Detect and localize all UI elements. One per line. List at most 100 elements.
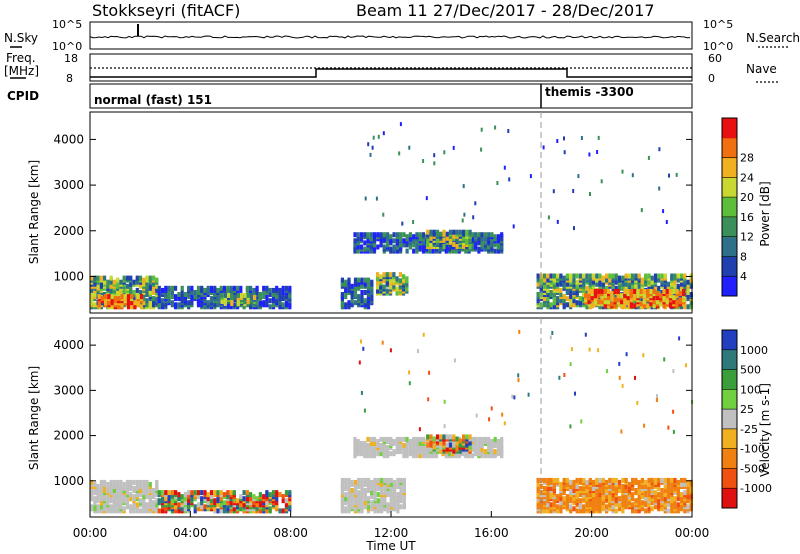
data-cell xyxy=(653,490,658,496)
power-panel xyxy=(89,111,693,314)
data-cell xyxy=(93,292,97,297)
data-cell xyxy=(562,294,566,300)
data-cell xyxy=(559,273,563,279)
data-cell xyxy=(278,300,282,306)
data-cell xyxy=(634,300,638,306)
data-cell xyxy=(605,479,609,485)
nsearch-label: N.Search xyxy=(746,31,800,45)
data-cell xyxy=(344,496,348,502)
data-cell xyxy=(448,442,453,448)
colorbar-swatch xyxy=(722,409,737,430)
data-cell xyxy=(174,294,178,300)
data-cell xyxy=(429,440,433,446)
data-cell xyxy=(109,275,113,281)
data-cell xyxy=(180,494,184,500)
data-cell xyxy=(614,502,618,508)
data-cell xyxy=(631,477,635,483)
data-cell xyxy=(209,494,214,500)
velocity-colorbar: 1000 500 100 25 -25 -100 -500 -1000 xyxy=(721,329,772,509)
data-cell xyxy=(608,277,612,283)
data-cell xyxy=(222,285,227,291)
data-cell xyxy=(142,486,146,491)
data-cell xyxy=(569,300,573,306)
data-cell xyxy=(132,486,136,491)
data-cell xyxy=(587,289,591,294)
data-cell xyxy=(591,508,596,514)
data-cell xyxy=(569,504,573,510)
colorbar-tick-label: 24 xyxy=(740,171,754,184)
data-cell xyxy=(597,299,601,305)
data-cell xyxy=(130,294,134,300)
data-cell xyxy=(660,496,664,502)
data-cell xyxy=(562,281,566,287)
data-cell xyxy=(585,285,589,291)
data-cell xyxy=(625,352,628,357)
data-cell xyxy=(629,297,633,303)
data-cell xyxy=(608,490,612,496)
data-cell xyxy=(253,295,257,300)
data-cell xyxy=(123,294,127,300)
colorbar-tick-label: -100 xyxy=(740,443,765,456)
data-cell xyxy=(546,273,550,279)
data-cell xyxy=(600,179,603,184)
data-cell xyxy=(455,440,459,446)
data-cell xyxy=(174,504,178,510)
data-cell xyxy=(546,486,550,491)
data-cell xyxy=(132,504,136,510)
data-cell xyxy=(284,490,289,496)
data-cell xyxy=(686,494,690,500)
data-cell xyxy=(666,477,671,483)
data-cell xyxy=(565,481,569,487)
data-cell xyxy=(585,304,589,310)
data-cell xyxy=(275,496,279,502)
data-cell xyxy=(556,508,560,514)
data-cell xyxy=(620,293,624,299)
data-cell xyxy=(649,289,653,294)
data-cell xyxy=(281,494,285,500)
data-cell xyxy=(138,479,143,485)
data-cell xyxy=(376,276,380,282)
data-cell xyxy=(512,224,515,229)
data-cell xyxy=(597,348,600,353)
data-cell xyxy=(474,232,478,238)
data-cell xyxy=(445,442,449,448)
data-cell xyxy=(595,281,599,287)
data-cell xyxy=(142,296,146,302)
data-cell xyxy=(517,373,520,378)
data-cell xyxy=(408,240,412,246)
data-cell xyxy=(372,453,377,459)
data-cell xyxy=(379,232,383,238)
data-cell xyxy=(129,492,133,498)
data-cell xyxy=(392,238,396,244)
data-cell xyxy=(470,436,474,442)
data-cell xyxy=(136,294,140,300)
data-cell xyxy=(562,500,566,506)
data-cell xyxy=(219,490,223,496)
data-cell xyxy=(500,232,504,238)
data-cell xyxy=(265,490,269,496)
data-cell xyxy=(200,490,204,496)
data-cell xyxy=(222,500,227,506)
data-cell xyxy=(129,496,133,502)
data-cell xyxy=(624,488,628,493)
data-cell xyxy=(393,484,397,489)
data-cell xyxy=(591,492,596,498)
data-cell xyxy=(122,275,126,281)
data-cell xyxy=(363,240,367,246)
data-cell xyxy=(477,441,481,446)
data-cell xyxy=(227,292,231,298)
data-cell xyxy=(362,346,365,351)
data-cell xyxy=(588,492,592,498)
data-cell xyxy=(380,477,384,483)
nsky-line xyxy=(89,35,691,39)
data-cell xyxy=(559,287,563,293)
data-cell xyxy=(232,490,236,496)
data-cell xyxy=(393,506,397,512)
data-cell xyxy=(470,453,474,459)
data-cell xyxy=(382,278,386,284)
data-cell xyxy=(357,277,361,283)
data-cell xyxy=(445,434,449,440)
data-cell xyxy=(359,232,364,238)
data-cell xyxy=(422,332,425,337)
data-cell xyxy=(686,279,690,285)
